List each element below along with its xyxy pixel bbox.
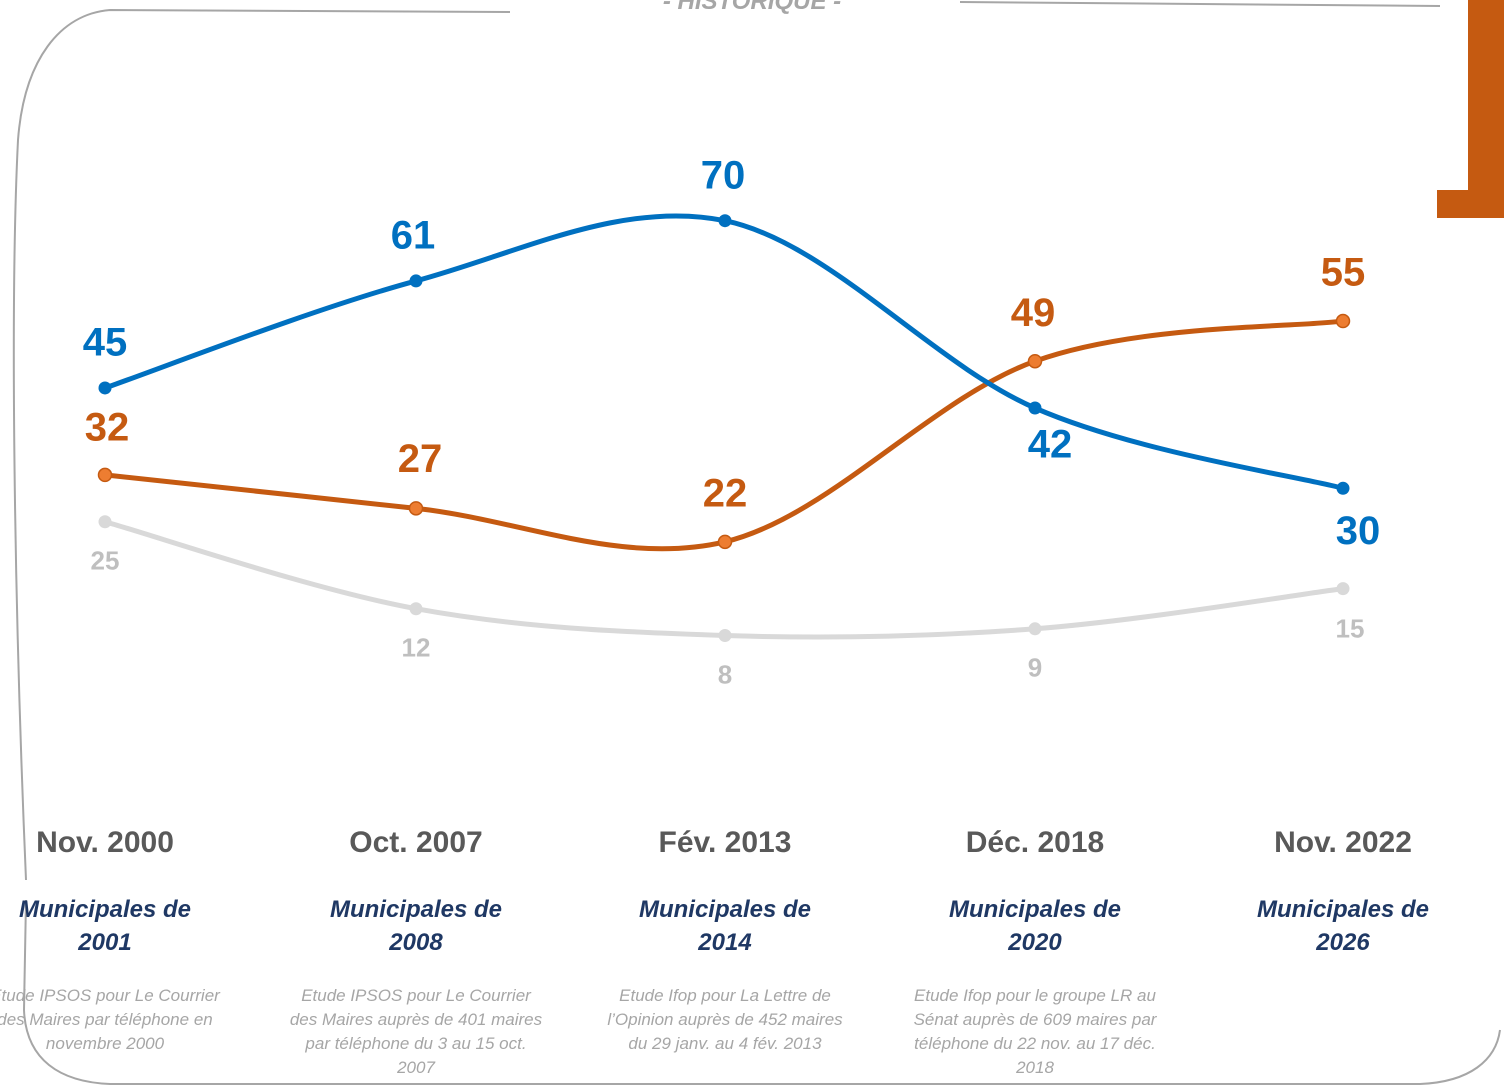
data-point: [98, 515, 112, 529]
source-note: Etude Ifop pour La Lettre de l’Opinion a…: [607, 986, 843, 1053]
x-tick-label: Nov. 2000: [36, 826, 174, 859]
data-point: [409, 274, 423, 288]
data-label: 61: [391, 213, 436, 257]
data-point: [408, 501, 424, 516]
data-label: 45: [83, 321, 128, 365]
category-subtitle: Municipales de 2001: [18, 896, 192, 956]
category-subtitle: Municipales de 2020: [948, 896, 1122, 956]
data-label: 55: [1321, 251, 1366, 295]
data-point: [1028, 622, 1042, 636]
source-note: Etude IPSOS pour Le Courrier des Maires …: [0, 986, 220, 1053]
data-label: 27: [398, 437, 443, 481]
data-label: 25: [91, 546, 120, 576]
data-point: [717, 534, 733, 550]
data-label: 32: [85, 405, 130, 449]
data-point: [718, 214, 732, 228]
data-label: 22: [703, 471, 748, 515]
category-subtitle: Municipales de 2008: [329, 896, 503, 956]
data-point: [1027, 353, 1043, 369]
source-note: Etude Ifop pour le groupe LR au Sénat au…: [913, 986, 1157, 1077]
frame: [22, 899, 1501, 1085]
data-label: 30: [1336, 509, 1381, 553]
data-point: [1335, 313, 1351, 329]
frame: [12, 8, 511, 881]
x-tick-label: Déc. 2018: [965, 826, 1105, 859]
source-note: Etude IPSOS pour Le Courrier des Maires …: [289, 986, 543, 1077]
category-subtitle: Municipales de 2014: [638, 896, 812, 956]
frame: [959, 1, 1441, 7]
data-point: [98, 381, 112, 395]
chart-title: - HISTORIQUE -: [662, 0, 842, 15]
decoration: [1437, 190, 1504, 218]
category-subtitle: Municipales de 2026: [1256, 896, 1430, 956]
data-point: [1336, 481, 1350, 495]
data-point: [1028, 401, 1042, 415]
data-label: 9: [1028, 653, 1042, 683]
data-point: [97, 467, 113, 483]
data-label: 42: [1028, 423, 1073, 467]
x-tick-label: Oct. 2007: [349, 826, 483, 859]
decoration: [1468, 0, 1504, 192]
data-label: 8: [718, 659, 732, 689]
data-point: [718, 628, 732, 642]
data-label: 49: [1011, 291, 1056, 335]
data-point: [409, 602, 423, 616]
series-line: [104, 213, 1344, 491]
data-point: [1336, 582, 1350, 596]
x-tick-label: Nov. 2022: [1274, 826, 1412, 859]
data-label: 70: [701, 153, 746, 197]
data-label: 12: [402, 633, 431, 663]
data-label: 15: [1336, 614, 1365, 644]
x-tick-label: Fév. 2013: [658, 826, 792, 859]
